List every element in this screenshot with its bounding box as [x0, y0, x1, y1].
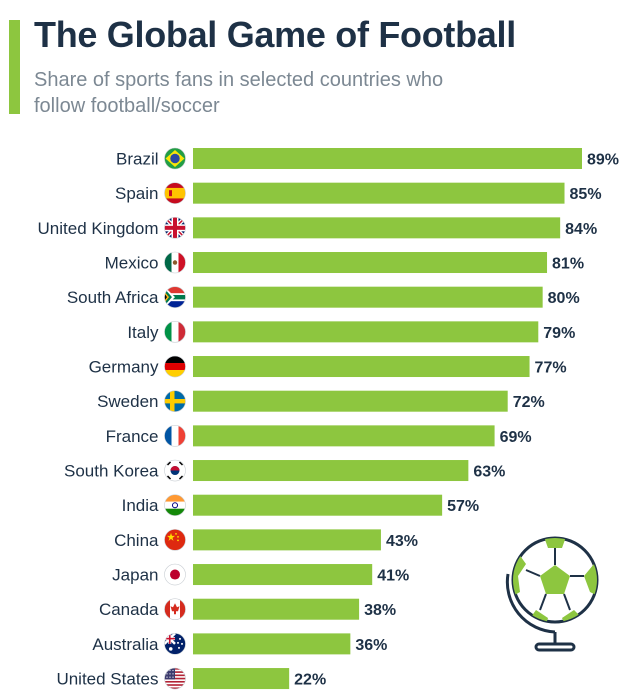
value-label: 57%: [447, 498, 479, 515]
category-label: Japan: [112, 566, 158, 585]
value-label: 43%: [386, 533, 418, 550]
value-label: 85%: [570, 186, 602, 203]
page-subtitle: Share of sports fans in selected countri…: [34, 69, 444, 117]
bar: [193, 425, 495, 447]
value-label: 72%: [513, 394, 545, 411]
bar-row-united-kingdom: United Kingdom 84%: [38, 217, 597, 239]
flag-india-icon: [164, 494, 186, 517]
bar-row-spain: Spain 85%: [115, 182, 602, 204]
flag-usa-icon: [164, 667, 186, 690]
bar-row-south-africa: South Africa 80%: [67, 286, 580, 308]
bar-row-italy: Italy 79%: [127, 321, 575, 343]
football-globe-icon: [505, 536, 599, 652]
flag-japan-icon: [164, 563, 186, 586]
bar: [193, 460, 469, 482]
bar-row-united-states: United States 22%: [56, 667, 326, 690]
value-label: 69%: [500, 429, 532, 446]
value-label: 81%: [552, 256, 584, 273]
category-label: Germany: [89, 358, 159, 377]
category-label: India: [122, 496, 159, 515]
value-label: 79%: [543, 325, 575, 342]
flag-mexico-icon: [164, 251, 186, 274]
category-label: China: [114, 531, 159, 550]
category-label: South Korea: [64, 462, 159, 481]
flag-south-korea-icon: [164, 459, 186, 482]
flag-germany-icon: [164, 355, 186, 378]
accent-bar: [9, 20, 20, 114]
category-label: Spain: [115, 184, 158, 203]
category-label: Italy: [127, 323, 159, 342]
bar-row-mexico: Mexico 81%: [105, 251, 584, 274]
bar: [193, 633, 351, 655]
bar: [193, 252, 548, 274]
category-label: Sweden: [97, 392, 158, 411]
bar: [193, 668, 290, 690]
value-label: 77%: [535, 360, 567, 377]
value-label: 63%: [473, 464, 505, 481]
flag-spain-icon: [164, 182, 186, 204]
bar: [193, 564, 373, 586]
category-label: Mexico: [105, 254, 159, 273]
bar-row-germany: Germany 77%: [89, 355, 567, 378]
value-label: 89%: [587, 152, 619, 169]
bar-row-australia: Australia 36%: [92, 633, 387, 655]
bar-row-india: India 57%: [122, 494, 479, 517]
value-label: 36%: [355, 637, 387, 654]
value-label: 41%: [377, 568, 409, 585]
bar: [193, 390, 508, 412]
category-label: Australia: [92, 635, 159, 654]
bar: [193, 598, 360, 620]
flag-uk-icon: [164, 217, 186, 239]
category-label: Canada: [99, 600, 159, 619]
flag-australia-icon: [164, 633, 186, 655]
category-label: Brazil: [116, 150, 159, 169]
category-label: South Africa: [67, 288, 159, 307]
bar: [193, 529, 381, 551]
bar: [193, 321, 539, 343]
bar-row-south-korea: South Korea 63%: [64, 459, 505, 482]
bar-row-france: France 69%: [106, 425, 532, 447]
value-label: 38%: [364, 602, 396, 619]
bar: [193, 356, 530, 378]
bar: [193, 494, 443, 516]
bar: [193, 286, 543, 308]
flag-france-icon: [164, 425, 186, 447]
flag-canada-icon: [164, 598, 186, 621]
flag-sweden-icon: [164, 390, 186, 412]
bar: [193, 217, 561, 239]
value-label: 84%: [565, 221, 597, 238]
bar-row-brazil: Brazil 89%: [116, 147, 619, 170]
value-label: 80%: [548, 290, 580, 307]
flag-italy-icon: [164, 321, 186, 343]
value-label: 22%: [294, 672, 326, 689]
bar: [193, 182, 565, 204]
bar-row-sweden: Sweden 72%: [97, 390, 545, 412]
flag-south-africa-icon: [164, 286, 186, 308]
category-label: United Kingdom: [38, 219, 159, 238]
flag-china-icon: [164, 529, 186, 551]
flag-brazil-icon: [164, 147, 186, 170]
bar: [193, 148, 582, 169]
category-label: France: [106, 427, 159, 446]
bar-row-china: China 43%: [114, 529, 418, 551]
bar-row-japan: Japan 41%: [112, 563, 409, 586]
bar-row-canada: Canada 38%: [99, 598, 396, 621]
page-title: The Global Game of Football: [34, 14, 516, 55]
category-label: United States: [56, 670, 158, 689]
